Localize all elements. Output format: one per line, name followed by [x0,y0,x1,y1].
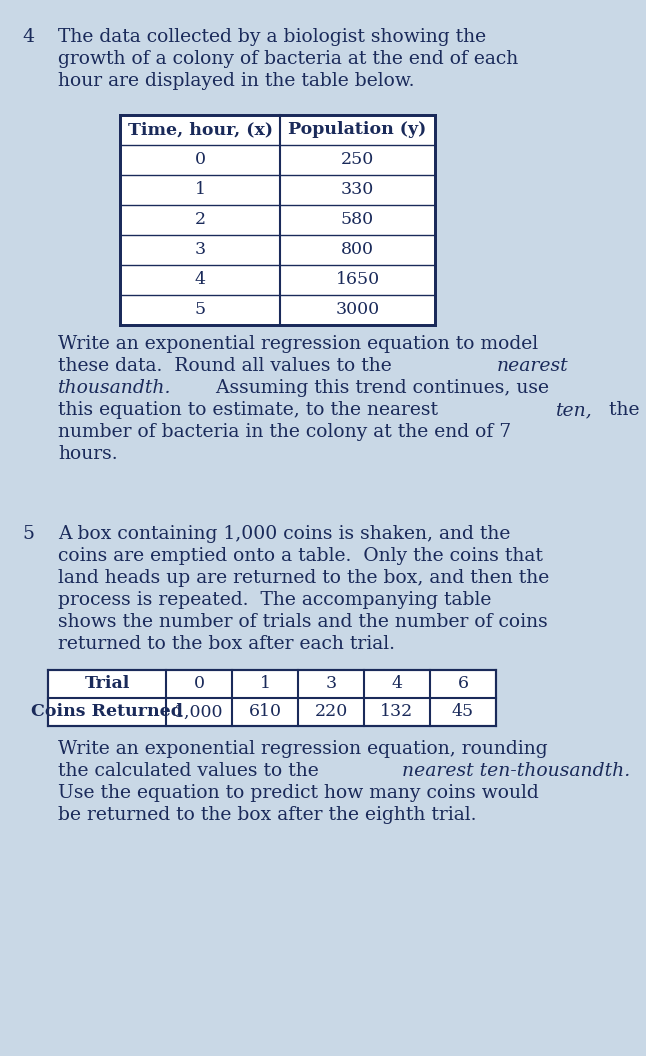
Text: number of bacteria in the colony at the end of 7: number of bacteria in the colony at the … [58,423,511,441]
Text: The data collected by a biologist showing the: The data collected by a biologist showin… [58,29,486,46]
Text: 250: 250 [341,151,374,169]
Text: 1,000: 1,000 [174,703,224,720]
Text: 4: 4 [194,271,205,288]
Text: 580: 580 [341,211,374,228]
Text: Write an exponential regression equation to model: Write an exponential regression equation… [58,335,538,353]
Text: 3: 3 [194,242,205,259]
Text: hours.: hours. [58,445,118,463]
Text: Trial: Trial [85,676,130,693]
Text: 1: 1 [260,676,271,693]
Text: returned to the box after each trial.: returned to the box after each trial. [58,635,395,653]
Text: process is repeated.  The accompanying table: process is repeated. The accompanying ta… [58,591,492,609]
Text: Population (y): Population (y) [288,121,426,138]
Text: Coins Returned: Coins Returned [31,703,183,720]
FancyBboxPatch shape [48,670,496,727]
Text: Write an exponential regression equation, rounding: Write an exponential regression equation… [58,740,548,758]
Text: thousandth.: thousandth. [58,379,171,397]
Text: 2: 2 [194,211,205,228]
Text: land heads up are returned to the box, and then the: land heads up are returned to the box, a… [58,569,549,587]
Text: 330: 330 [341,182,374,199]
Text: 610: 610 [249,703,282,720]
Text: growth of a colony of bacteria at the end of each: growth of a colony of bacteria at the en… [58,50,518,68]
Text: A box containing 1,000 coins is shaken, and the: A box containing 1,000 coins is shaken, … [58,525,510,543]
Text: 5: 5 [194,302,205,319]
Text: Time, hour, (x): Time, hour, (x) [127,121,273,138]
Text: 3: 3 [326,676,337,693]
Text: these data.  Round all values to the: these data. Round all values to the [58,357,398,375]
Text: the calculated values to the: the calculated values to the [58,762,325,780]
Text: 5: 5 [22,525,34,543]
Text: 4: 4 [22,29,34,46]
Text: 1650: 1650 [335,271,380,288]
Text: 0: 0 [194,151,205,169]
Text: 1: 1 [194,182,205,199]
Text: nearest ten-thousandth.: nearest ten-thousandth. [402,762,630,780]
Text: 800: 800 [341,242,374,259]
Text: 6: 6 [457,676,468,693]
Text: 132: 132 [380,703,413,720]
Text: 0: 0 [194,676,205,693]
Text: this equation to estimate, to the nearest: this equation to estimate, to the neares… [58,401,444,419]
Text: 3000: 3000 [335,302,380,319]
FancyBboxPatch shape [120,115,435,325]
Text: 220: 220 [315,703,348,720]
Text: be returned to the box after the eighth trial.: be returned to the box after the eighth … [58,806,477,824]
Text: Assuming this trend continues, use: Assuming this trend continues, use [204,379,550,397]
Text: 45: 45 [452,703,474,720]
Text: Use the equation to predict how many coins would: Use the equation to predict how many coi… [58,784,539,802]
Text: 4: 4 [391,676,402,693]
Text: nearest: nearest [496,357,568,375]
Text: shows the number of trials and the number of coins: shows the number of trials and the numbe… [58,612,548,631]
Text: hour are displayed in the table below.: hour are displayed in the table below. [58,72,415,90]
Text: coins are emptied onto a table.  Only the coins that: coins are emptied onto a table. Only the… [58,547,543,565]
Text: the: the [603,401,640,419]
Text: ten,: ten, [556,401,593,419]
